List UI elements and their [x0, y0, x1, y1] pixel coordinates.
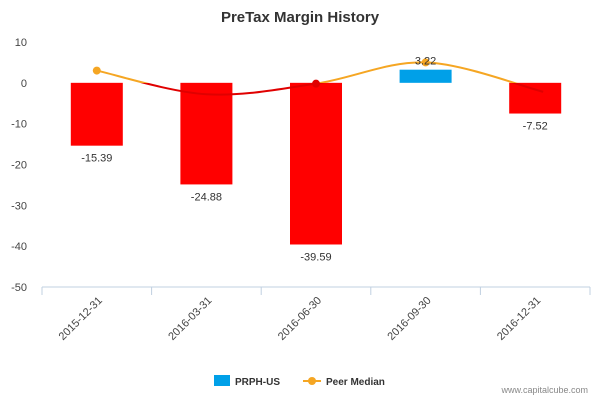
y-tick-label: -30	[11, 200, 27, 212]
data-label-2016-03-31: -24.88	[191, 191, 222, 203]
bar-2016-03-31[interactable]	[180, 82, 233, 185]
y-tick-label: 10	[15, 37, 27, 49]
y-tick-label: 0	[21, 78, 27, 90]
y-axis-labels: 10 0 -10 -20 -30 -40 -50	[11, 37, 27, 294]
legend-label-prph[interactable]: PRPH-US	[235, 377, 280, 388]
peer-median-point-2016-09-30[interactable]	[421, 58, 430, 67]
x-tick-label: 2016-06-30	[276, 295, 324, 343]
y-tick-label: -20	[11, 160, 27, 172]
legend-dot-peer-median[interactable]	[308, 377, 316, 385]
data-label-2015-12-31: -15.39	[81, 153, 112, 165]
bar-2016-09-30[interactable]	[399, 69, 452, 83]
plot-area: -15.39 -24.88 -39.59 3.22 -7.52	[70, 56, 562, 263]
x-tick-label: 2015-12-31	[57, 295, 105, 343]
data-label-2016-09-30: 3.22	[415, 56, 436, 68]
chart-title: PreTax Margin History	[221, 9, 380, 26]
footer-credit: www.capitalcube.com	[500, 385, 588, 395]
y-tick-label: -10	[11, 119, 27, 131]
legend-label-peer-median[interactable]: Peer Median	[326, 377, 385, 388]
bar-2016-12-31[interactable]	[509, 82, 562, 114]
bar-2016-06-30[interactable]	[290, 82, 342, 245]
legend-swatch-prph[interactable]	[214, 375, 230, 386]
data-label-2016-12-31: -7.52	[523, 121, 548, 133]
legend: PRPH-US Peer Median	[214, 375, 385, 388]
x-tick-label: 2016-12-31	[495, 295, 543, 343]
peer-median-point-2016-06-30[interactable]	[312, 79, 320, 88]
x-axis: 2015-12-31 2016-03-31 2016-06-30 2016-09-30…	[41, 286, 591, 343]
x-tick-label: 2016-09-30	[385, 295, 433, 343]
data-label-2016-06-30: -39.59	[300, 251, 331, 263]
y-tick-label: -40	[11, 241, 27, 253]
peer-median-point-2015-12-31[interactable]	[92, 66, 101, 75]
bar-2015-12-31[interactable]	[70, 82, 123, 146]
y-tick-label: -50	[11, 282, 27, 294]
x-tick-label: 2016-03-31	[166, 295, 214, 343]
